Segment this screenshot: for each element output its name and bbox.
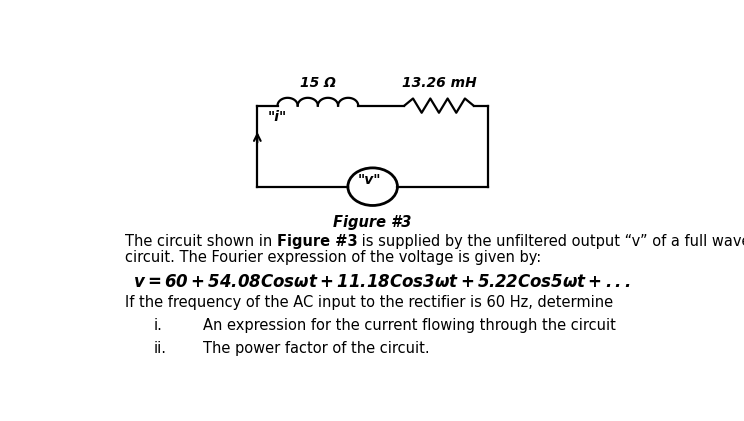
Text: "i": "i" bbox=[268, 110, 287, 124]
Text: The power factor of the circuit.: The power factor of the circuit. bbox=[202, 341, 429, 356]
Text: If the frequency of the AC input to the rectifier is 60 Hz, determine: If the frequency of the AC input to the … bbox=[125, 295, 613, 310]
Text: i.: i. bbox=[153, 318, 162, 333]
Text: circuit. The Fourier expression of the voltage is given by:: circuit. The Fourier expression of the v… bbox=[125, 250, 541, 265]
Text: 13.26 mH: 13.26 mH bbox=[402, 76, 476, 91]
Text: is supplied by the unfiltered output “v” of a full wave rectifier: is supplied by the unfiltered output “v”… bbox=[357, 234, 744, 249]
Text: An expression for the current flowing through the circuit: An expression for the current flowing th… bbox=[202, 318, 615, 333]
Text: The circuit shown in: The circuit shown in bbox=[125, 234, 277, 249]
Text: ii.: ii. bbox=[153, 341, 167, 356]
Text: Figure #3: Figure #3 bbox=[333, 215, 412, 230]
Text: "v": "v" bbox=[358, 173, 382, 187]
Text: Figure #3: Figure #3 bbox=[277, 234, 357, 249]
Text: 15 Ω: 15 Ω bbox=[300, 76, 336, 90]
Text: $\bfit{v} = 60 + 54.08\bfit{Cos\omega t} + 11.18\bfit{Cos3\omega t} + 5.22\bfit{: $\bfit{v} = 60 + 54.08\bfit{Cos\omega t}… bbox=[132, 272, 630, 290]
